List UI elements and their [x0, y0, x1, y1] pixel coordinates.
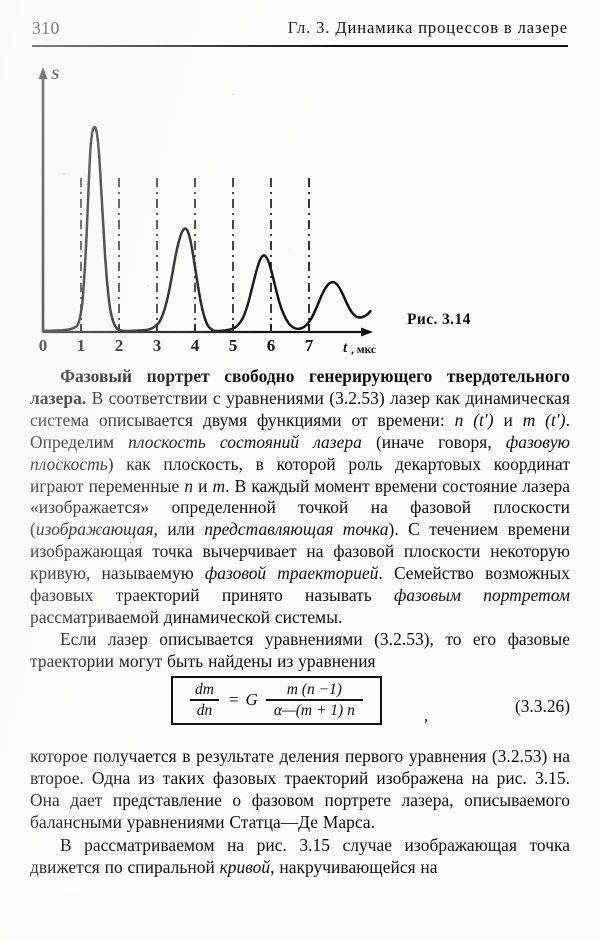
y-axis [38, 67, 48, 332]
arg-1: (t′) [463, 409, 494, 430]
fraction-bar-left [190, 699, 219, 701]
xtick-label-1: 1 [77, 336, 86, 355]
paragraph-4-text-2: , накручивающейся на [270, 856, 438, 877]
body-text-continued: которое получается в результате деления … [30, 746, 570, 878]
var-m-1: m [522, 409, 536, 430]
y-axis-label: S [51, 67, 59, 83]
rhs-denominator: α—(m + 1) n [273, 701, 355, 719]
xtick-label-2: 2 [115, 336, 124, 355]
x-axis-label: t [343, 340, 348, 356]
chart-gridlines [80, 178, 310, 330]
x-axis-unit: , мкс [351, 344, 376, 356]
var-m-2: m [212, 475, 226, 496]
paragraph-1: Фазовый портрет свободно генерирующего т… [30, 366, 570, 629]
equation-trailing-comma: , [424, 706, 429, 725]
term-representing-point-2: представляющая точка [204, 519, 389, 540]
equation-number: (3.3.26) [514, 696, 570, 716]
xtick-label-5: 5 [229, 336, 238, 355]
conj-2: и [193, 475, 213, 496]
derivative-numerator: dm [195, 681, 214, 698]
paragraph-1-text-9: рассматриваемой динамической системы. [30, 606, 343, 627]
term-representing-point-1: изображающая, [35, 519, 158, 540]
x-axis [43, 327, 373, 337]
var-n-2: n [184, 475, 194, 496]
arg-2: (t′) [535, 409, 566, 430]
xtick-label-4: 4 [191, 336, 200, 355]
running-head: 310 Гл. 3. Динамика процессов в лазере [32, 18, 568, 44]
figure-caption: Рис. 3.14 [407, 311, 471, 328]
relaxation-oscillation-chart: S 0 1 2 3 4 5 6 [38, 67, 376, 356]
paragraph-4: В рассматриваемом на рис. 3.15 случае из… [30, 835, 570, 879]
derivative-fraction: dm dn [190, 681, 219, 719]
equation-block: dm dn = G m (n −1) α—(m + 1) n , (3.3.26… [30, 676, 570, 732]
xtick-label-3: 3 [153, 336, 162, 355]
fraction-bar-right [265, 699, 363, 701]
xtick-label-0: 0 [39, 336, 48, 355]
term-phase-trajectory: фазовой траекторией [204, 563, 379, 584]
rhs-numerator: m (n −1) [286, 681, 342, 698]
paragraph-2: Если лазер описывается уравнениями (3.2.… [30, 628, 570, 671]
xtick-label-7: 7 [305, 336, 314, 355]
header-divider [32, 45, 568, 47]
conj-1: и [493, 409, 523, 430]
term-state-plane: плоскость состояний лазера [128, 431, 362, 452]
rhs-fraction: m (n −1) α—(m + 1) n [265, 681, 363, 719]
paragraph-3: которое получается в результате деления … [30, 746, 570, 832]
chapter-title: Гл. 3. Динамика процессов в лазере [287, 18, 568, 37]
gain-coefficient-G: G [245, 689, 258, 709]
scan-speckles [63, 93, 291, 287]
equation-row: dm dn = G m (n −1) α—(m + 1) n [187, 681, 366, 719]
paragraph-1-text-6: или [157, 519, 205, 540]
figure-3-14: S 0 1 2 3 4 5 6 [24, 62, 576, 358]
body-text: Фазовый портрет свободно генерирующего т… [30, 366, 570, 673]
x-axis-ticks [42, 324, 310, 332]
xtick-label-6: 6 [267, 336, 276, 355]
paragraph-1-text-3: (иначе говоря, [361, 431, 506, 452]
page-number: 310 [32, 18, 60, 38]
equation-box: dm dn = G m (n −1) α—(m + 1) n [171, 676, 382, 725]
term-curve: кривой [219, 856, 271, 877]
chart-curve [41, 125, 372, 333]
equals-sign: = [228, 689, 239, 709]
derivative-denominator: dn [196, 701, 213, 719]
term-phase-portrait: фазовым портретом [394, 585, 570, 606]
